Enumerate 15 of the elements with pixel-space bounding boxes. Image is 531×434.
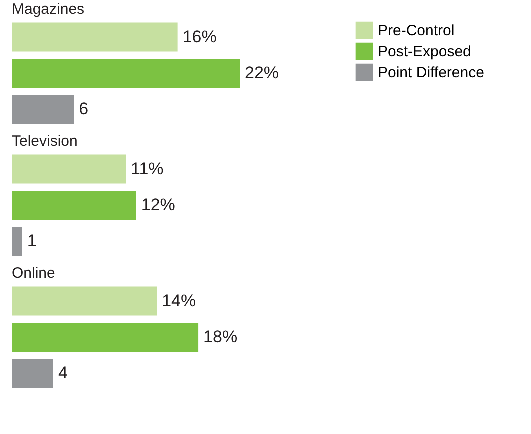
y-tick-label: Online bbox=[12, 265, 56, 282]
data-label: 6 bbox=[79, 100, 89, 119]
legend-label: Pre-Control bbox=[378, 22, 455, 40]
data-label: 1 bbox=[27, 232, 37, 251]
data-label: 12% bbox=[141, 196, 176, 214]
data-label: 22% bbox=[245, 64, 280, 82]
data-label: 18% bbox=[204, 328, 238, 346]
data-label: 16% bbox=[182, 27, 217, 46]
legend-label: Post-Exposed bbox=[378, 44, 472, 60]
data-label: 11% bbox=[131, 159, 164, 178]
y-tick-label: Magazines bbox=[12, 1, 85, 18]
legend-label: Point Difference bbox=[378, 64, 484, 82]
y-tick-label: Television bbox=[12, 133, 78, 150]
data-label: 14% bbox=[162, 291, 196, 310]
data-label: 4 bbox=[58, 364, 68, 383]
